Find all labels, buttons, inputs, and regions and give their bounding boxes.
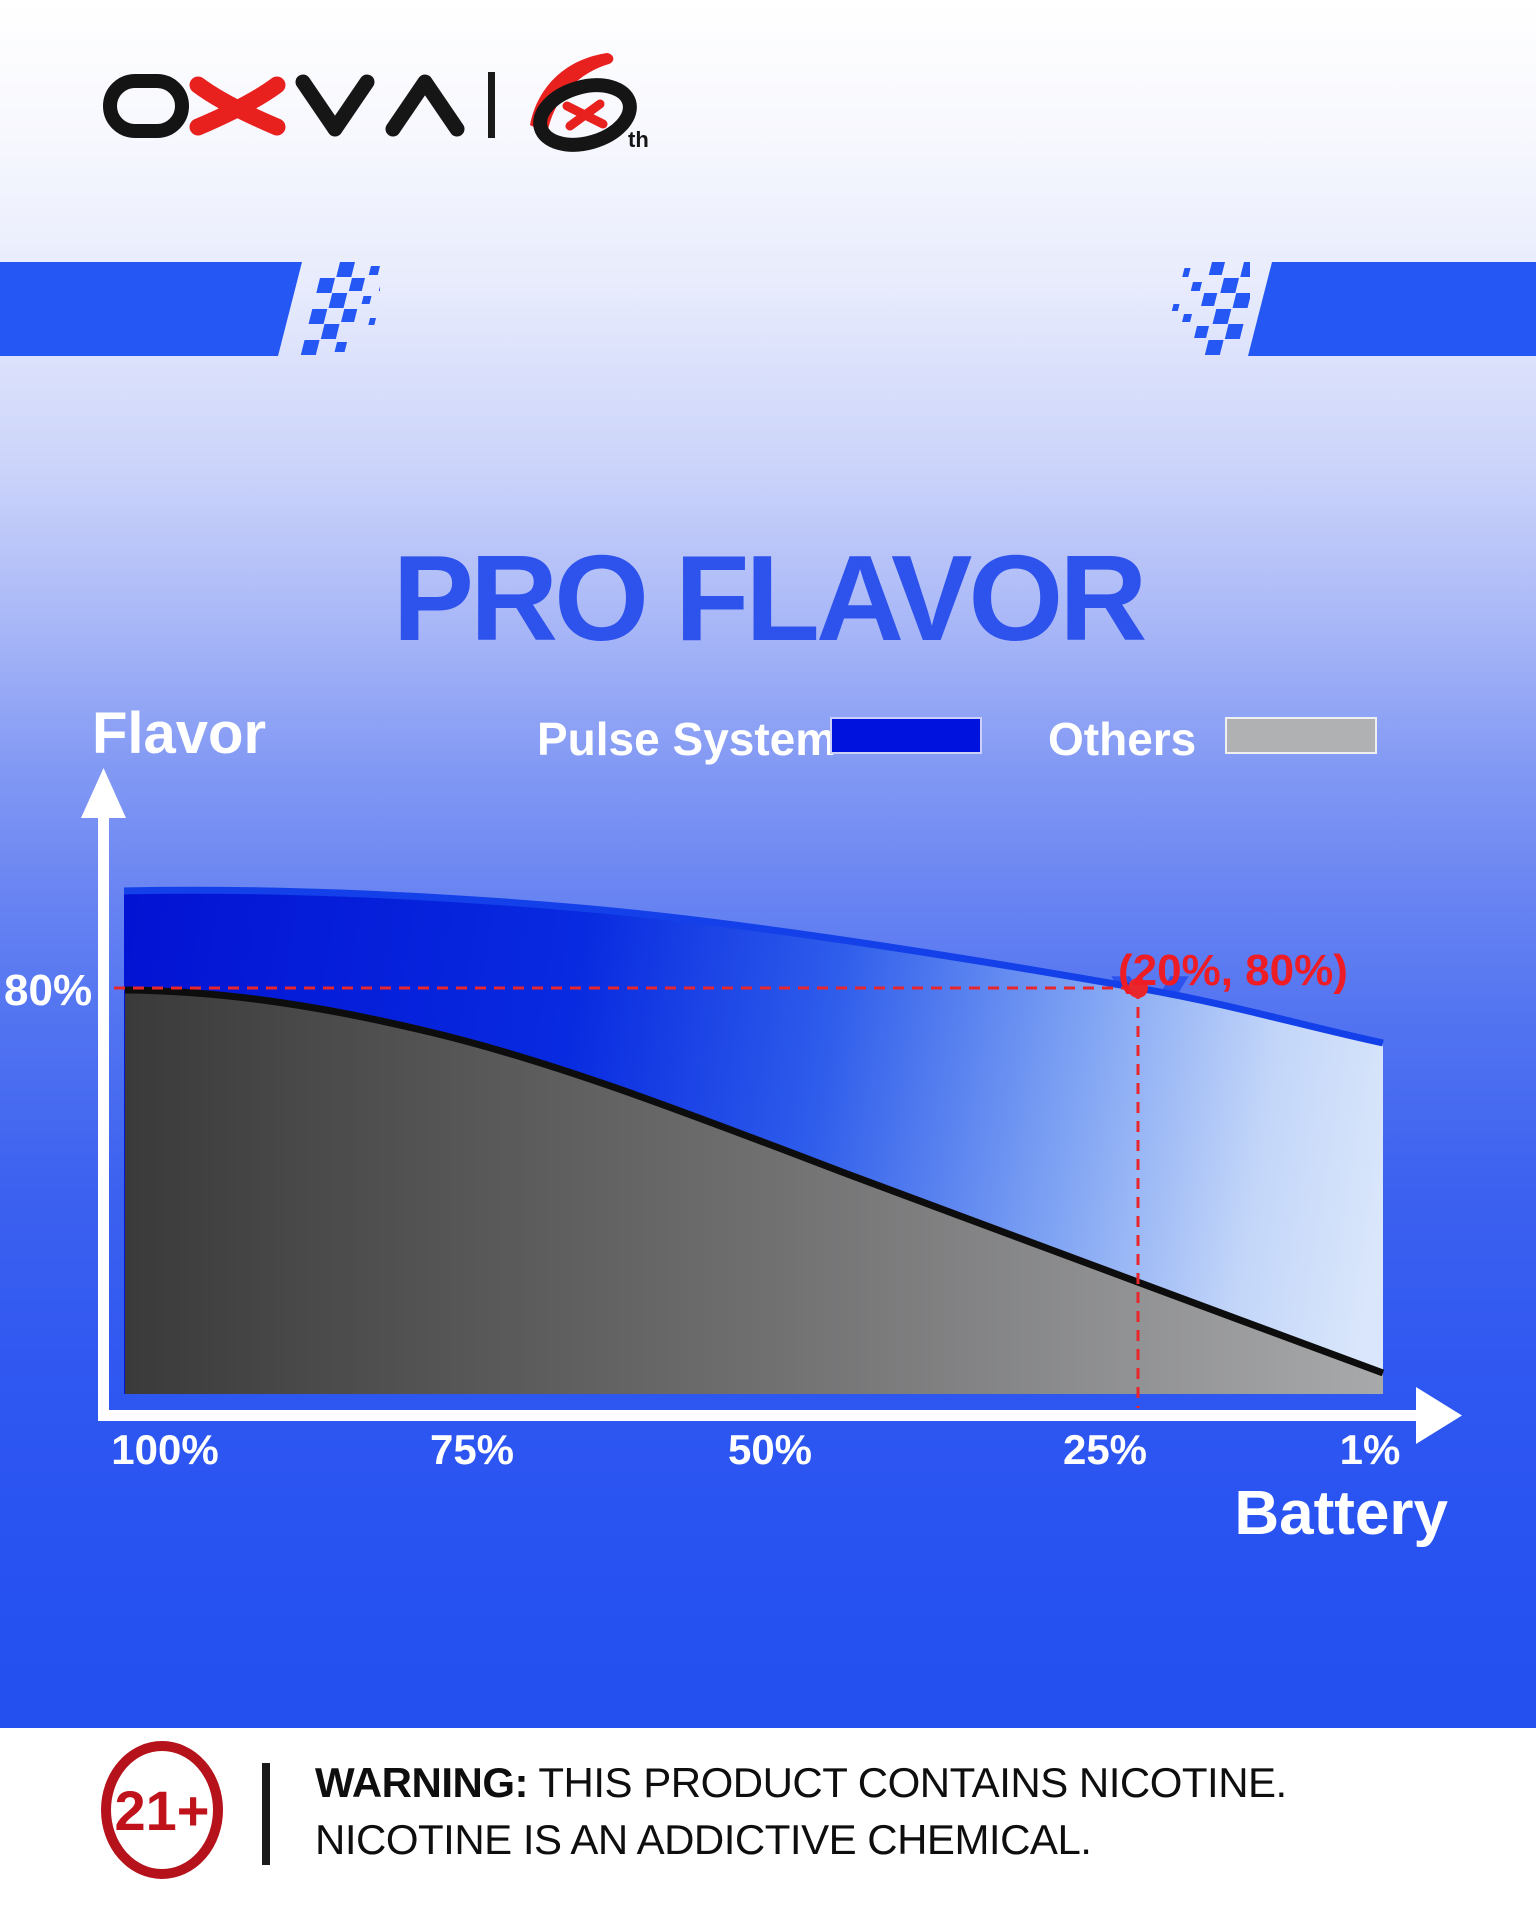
legend-swatch-pulse-system [830,717,982,754]
x-tick-75: 75% [429,1426,515,1473]
others-area [125,990,1383,1394]
warning-line-1: WARNING: THIS PRODUCT CONTAINS NICOTINE. [315,1759,1287,1806]
legend-swatch-others [1225,717,1377,754]
warning-line-2: NICOTINE IS AN ADDICTIVE CHEMICAL. [315,1816,1092,1863]
warning-text: WARNING: THIS PRODUCT CONTAINS NICOTINE.… [315,1754,1287,1868]
age-badge-text: 21+ [115,1779,210,1842]
oxva-logo [103,74,465,138]
banner-bar-right [1248,262,1536,356]
x-axis-line [98,1410,1424,1421]
oxva-letter-a [385,74,465,137]
y-axis-tick-80: 80% [4,966,93,1015]
banner-bar-left [0,262,302,356]
axes [81,768,1462,1444]
logo-divider [488,72,495,138]
oxva-letter-o [103,74,189,138]
x-axis-title: Battery [1234,1479,1448,1548]
oxva-letter-x [189,76,286,136]
y-axis-arrow-icon [81,768,126,818]
x-tick-25: 25% [1062,1426,1148,1473]
data-point-marker [1128,978,1148,998]
six-inner-x-icon [562,99,608,131]
age-21-badge: 21+ [101,1741,223,1879]
others-curve [124,986,1385,1377]
legend-label-others: Others [1048,713,1197,765]
point-annotation: (20%, 80%) [1118,946,1348,995]
y-axis-line [98,812,109,1421]
six-flame-icon [530,53,614,134]
x-axis-arrow-icon [1416,1387,1462,1444]
x-tick-50: 50% [727,1426,813,1473]
reference-dashed-lines [114,986,1140,1408]
checker-flag-right-icon [1171,262,1250,355]
checker-flag-left-icon [300,262,380,355]
x-tick-1: 1% [1339,1426,1401,1473]
oxva-letter-v [295,74,375,137]
six-ring-icon [533,78,637,152]
pulse-system-curve [123,886,1384,1047]
anniversary-suffix: th [628,127,649,152]
sixth-anniversary-logo: th [530,53,649,152]
warning-label: WARNING: [315,1759,528,1806]
x-tick-100: 100% [111,1426,219,1473]
footer-divider [262,1763,270,1865]
legend-label-pulse-system: Pulse System [537,713,837,765]
brand-logo-row: th [103,53,649,152]
age-badge-circle-icon [101,1741,223,1879]
page-title-line1: PRO FLAVOR [392,530,1148,666]
y-axis-title: Flavor [92,701,267,766]
footer-warning-bar: 21+ WARNING: THIS PRODUCT CONTAINS NICOT… [0,1728,1536,1920]
